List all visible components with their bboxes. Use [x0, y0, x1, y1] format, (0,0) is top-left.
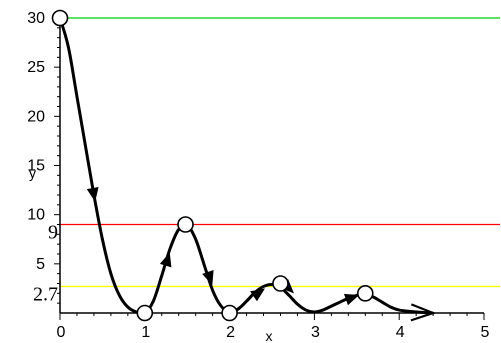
horizontal-lines — [60, 17, 500, 288]
series-line-0 — [58, 17, 434, 316]
direction-arrow-5 — [343, 293, 360, 306]
markers — [51, 9, 374, 322]
x-tick-label-3: 3 — [311, 324, 320, 341]
direction-arrow-3 — [250, 288, 266, 302]
y-tick-label-3: 20 — [27, 108, 45, 125]
x-tick-label-2: 2 — [226, 324, 235, 341]
series-group — [58, 17, 434, 316]
annotation-1: 2.7 — [33, 283, 58, 305]
y-tick-label-5: 30 — [27, 10, 45, 27]
marker-0 — [51, 9, 69, 27]
direction-arrow-1 — [159, 252, 172, 268]
direction-arrow-6 — [410, 303, 437, 322]
direction-arrows — [86, 187, 437, 322]
y-tick-label-0: 5 — [36, 256, 45, 273]
labels: y x — [29, 165, 273, 343]
x-tick-label-0: 0 — [57, 324, 66, 341]
x-axis-label: x — [266, 328, 273, 343]
x-tick-label-5: 5 — [481, 324, 490, 341]
marker-5 — [356, 285, 374, 302]
direction-arrow-2 — [202, 270, 214, 286]
y-tick-label-1: 10 — [27, 207, 45, 224]
annotation-0: 9 — [48, 222, 58, 244]
direction-arrow-0 — [86, 187, 99, 202]
x-tick-label-4: 4 — [396, 324, 405, 341]
marker-3 — [221, 304, 238, 322]
marker-1 — [136, 304, 154, 322]
marker-2 — [177, 216, 194, 233]
y-tick-label-4: 25 — [27, 59, 45, 76]
marker-4 — [272, 275, 289, 292]
x-tick-label-1: 1 — [141, 324, 150, 341]
y-tick-label-2: 15 — [27, 158, 45, 175]
y-axis-label: y — [29, 165, 36, 181]
